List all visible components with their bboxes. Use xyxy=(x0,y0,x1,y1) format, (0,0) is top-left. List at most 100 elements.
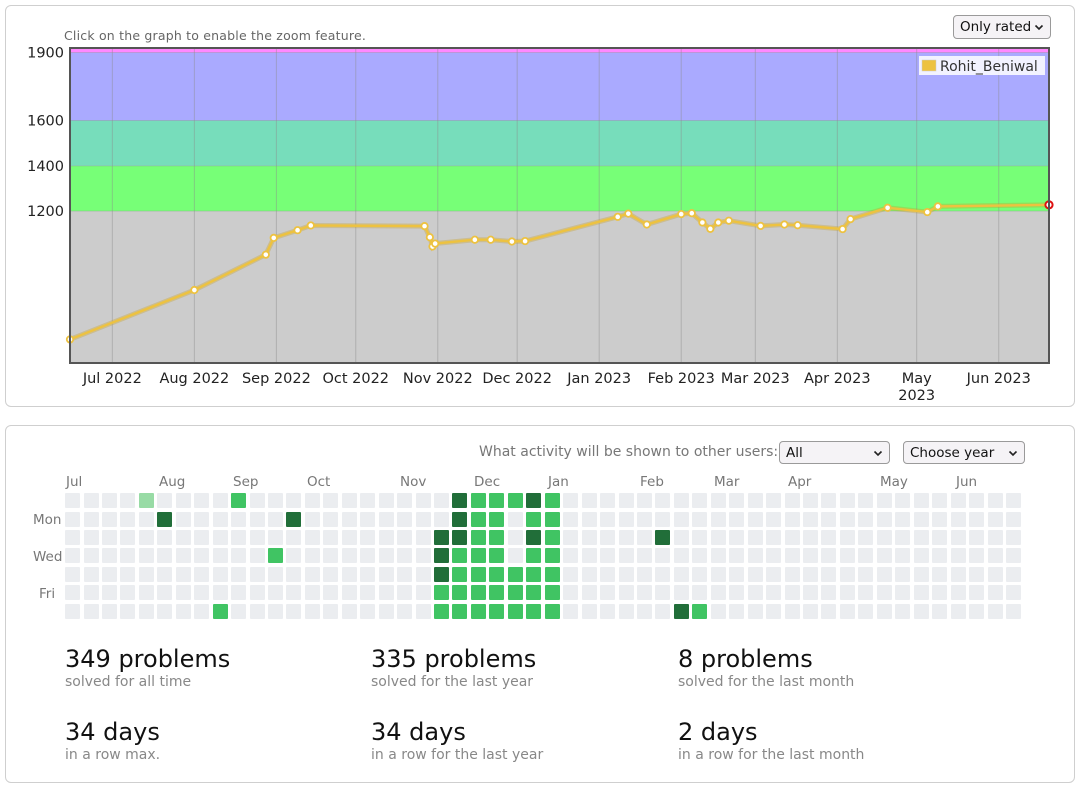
heatmap-cell xyxy=(969,585,984,601)
heatmap-cell xyxy=(766,566,782,582)
heatmap-cell xyxy=(157,585,173,601)
heatmap-cell xyxy=(747,566,763,582)
heatmap-cell xyxy=(175,511,191,527)
rating-point xyxy=(677,210,686,219)
heatmap-month-label: Mar xyxy=(714,474,740,490)
heatmap-cell xyxy=(120,566,136,582)
heatmap-cell xyxy=(618,566,634,582)
heatmap-cell xyxy=(692,603,708,619)
heatmap-cell xyxy=(563,493,579,508)
heatmap-cell xyxy=(803,493,818,508)
heatmap-cell xyxy=(784,529,800,545)
rating-point xyxy=(923,207,932,217)
heatmap-cell xyxy=(766,529,782,545)
heatmap-cell xyxy=(507,603,523,619)
stat-label: in a row for the last month xyxy=(678,747,865,763)
chevron-down-icon xyxy=(1034,24,1044,31)
heatmap-cell xyxy=(157,548,173,564)
heatmap-cell xyxy=(415,511,431,527)
heatmap-cell xyxy=(729,511,745,527)
heatmap-cell xyxy=(581,603,597,619)
rating-point xyxy=(793,221,802,230)
heatmap-cell xyxy=(692,511,708,527)
heatmap-cell xyxy=(507,566,523,582)
heatmap-cell xyxy=(766,493,782,508)
heatmap-cell xyxy=(655,493,671,508)
heatmap-cell xyxy=(378,585,394,601)
heatmap-cell xyxy=(839,493,855,508)
heatmap-cell xyxy=(987,493,1003,508)
rating-filter-select[interactable]: Only rated xyxy=(953,15,1051,39)
y-tick-label: 1200 xyxy=(27,204,64,220)
heatmap-cell xyxy=(249,529,265,545)
heatmap-cell xyxy=(120,529,136,545)
heatmap-cell xyxy=(563,585,579,601)
heatmap-cell xyxy=(858,566,874,582)
x-tick-label: Mar 2023 xyxy=(721,371,790,387)
heatmap-cell xyxy=(636,529,652,545)
heatmap-cell xyxy=(932,493,948,508)
heatmap-day-label: Mon xyxy=(33,512,62,528)
heatmap-cell xyxy=(101,548,117,564)
x-tick-label: Sep 2022 xyxy=(242,371,311,387)
stat-year-problems: 335 problems solved for the last year xyxy=(371,645,536,691)
heatmap-cell xyxy=(636,511,652,527)
heatmap-cell xyxy=(452,585,468,601)
heatmap-cell xyxy=(378,548,394,564)
heatmap-cell xyxy=(673,566,689,582)
heatmap-cell xyxy=(212,493,228,508)
heatmap-cell xyxy=(397,529,413,545)
heatmap-cell xyxy=(969,529,984,545)
rating-point xyxy=(613,212,622,221)
stat-value: 8 problems xyxy=(678,645,813,673)
heatmap-cell xyxy=(784,566,800,582)
heatmap-cell xyxy=(969,603,984,619)
heatmap-cell xyxy=(452,548,468,564)
heatmap-cell xyxy=(858,585,874,601)
stat-value: 2 days xyxy=(678,718,758,746)
heatmap-cell xyxy=(286,548,302,564)
heatmap-cell xyxy=(581,585,597,601)
heatmap-cell xyxy=(673,548,689,564)
heatmap-cell xyxy=(932,548,948,564)
heatmap-cell xyxy=(304,566,320,582)
heatmap-month-label: Apr xyxy=(788,474,812,490)
chevron-down-icon xyxy=(1008,450,1018,456)
rating-chart[interactable]: 1200 1400 1600 1900 Jul 2022 Aug 2022 Sep 2022… xyxy=(6,6,1076,408)
heatmap-cell xyxy=(212,548,228,564)
stat-label: solved for the last month xyxy=(678,674,855,690)
legend-swatch xyxy=(921,59,937,72)
heatmap-cell xyxy=(65,603,80,619)
heatmap-cell xyxy=(101,511,117,527)
heatmap-cell xyxy=(175,493,191,508)
heatmap-cell xyxy=(434,493,449,508)
heatmap-cell xyxy=(507,585,523,601)
rating-point xyxy=(698,218,707,227)
heatmap-cell xyxy=(231,493,246,508)
activity-visibility-select[interactable]: All xyxy=(779,441,890,464)
heatmap-cell xyxy=(378,529,394,545)
heatmap-cell xyxy=(1005,493,1021,508)
heatmap-cell xyxy=(636,566,652,582)
heatmap-cell xyxy=(895,493,911,508)
heatmap-cell xyxy=(839,585,855,601)
heatmap-cell xyxy=(895,529,911,545)
heatmap-cell xyxy=(212,511,228,527)
heatmap-cell xyxy=(803,566,818,582)
heatmap-cell xyxy=(452,566,468,582)
heatmap-cell xyxy=(341,511,357,527)
rating-point xyxy=(425,233,434,242)
heatmap-cell xyxy=(673,493,689,508)
x-tick-label: Jan 2023 xyxy=(566,371,631,387)
heatmap-cell xyxy=(618,603,634,619)
heatmap-cell xyxy=(821,548,837,564)
heatmap-cell xyxy=(194,585,210,601)
stat-value: 349 problems xyxy=(65,645,231,673)
heatmap-cell xyxy=(194,493,210,508)
heatmap-cell xyxy=(249,603,265,619)
heatmap-cell xyxy=(544,511,560,527)
year-select[interactable]: Choose year xyxy=(903,441,1025,464)
heatmap-cell xyxy=(470,603,486,619)
x-tick-label: Jun 2023 xyxy=(966,371,1031,387)
heatmap-cell xyxy=(969,493,984,508)
